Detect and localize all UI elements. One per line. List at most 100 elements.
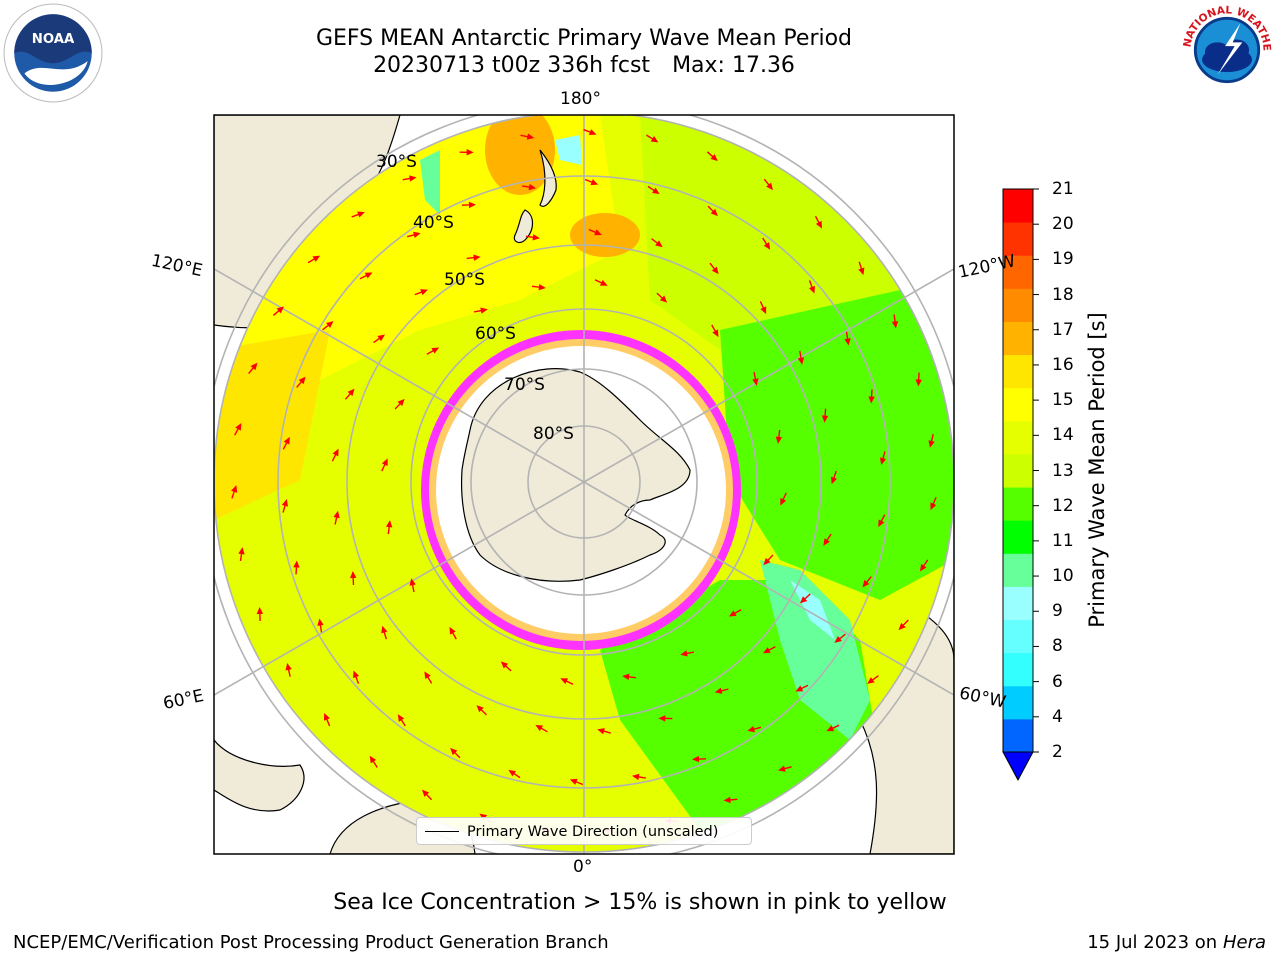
footer-credit: NCEP/EMC/Verification Post Processing Pr…: [13, 932, 609, 953]
colorbar-tick-label: 20: [1052, 214, 1074, 235]
wave-arrow-head: [332, 448, 339, 457]
colorbar-tick-label: 9: [1052, 601, 1063, 622]
wave-arrow-head: [879, 457, 887, 465]
colorbar-tick-label: 16: [1052, 354, 1074, 375]
wave-arrow-head: [317, 618, 324, 626]
colorbar-tick-label: 14: [1052, 425, 1074, 446]
wave-arrow-head: [692, 755, 700, 763]
wave-arrow-head: [844, 338, 851, 346]
colorbar-segment: [1003, 586, 1033, 621]
wave-arrow-head: [538, 283, 546, 291]
colorbar-segment: [1003, 255, 1033, 289]
wave-arrow-head: [312, 255, 321, 262]
wave-arrow-head: [862, 579, 870, 588]
wave-arrow-head: [915, 379, 922, 387]
wave-arrow-head: [293, 560, 300, 568]
caption: Sea Ice Concentration > 15% is shown in …: [333, 890, 947, 915]
run-info: 20230713 t00z 336h fcst: [373, 53, 651, 78]
colorbar-extend-triangle: [1002, 751, 1034, 782]
wave-arrow-head: [778, 765, 786, 772]
wave-arrow-head: [508, 769, 516, 777]
lat-label-80s: 80°S: [533, 424, 574, 444]
wave-arrow-head: [763, 242, 771, 250]
lat-label-40s: 40°S: [413, 213, 454, 233]
lat-label-50s: 50°S: [444, 270, 485, 290]
wave-arrow-head: [369, 755, 377, 764]
map-legend: Primary Wave Direction (unscaled): [416, 817, 752, 845]
wave-arrow-head: [381, 625, 388, 634]
wave-arrow-head: [680, 650, 688, 657]
colorbar-tick-label: 6: [1052, 671, 1063, 692]
colorbar-segment: [1003, 420, 1033, 455]
wave-arrow-head: [867, 677, 875, 684]
wave-arrow-head: [590, 179, 599, 186]
wave-arrow-head: [780, 497, 787, 506]
wave-arrow-head: [250, 362, 258, 371]
wave-arrow-head: [468, 201, 476, 209]
wave-arrow-head: [323, 713, 330, 721]
wave-arrow-head: [450, 747, 458, 756]
wave-arrow-head: [420, 289, 428, 296]
wave-arrow-head: [364, 272, 373, 279]
wave-arrow-head: [834, 636, 842, 643]
wave-arrow-head: [431, 347, 440, 354]
lat-label-70s: 70°S: [504, 375, 545, 395]
wave-arrow-head: [480, 307, 488, 314]
colorbar-segment: [1003, 718, 1033, 753]
wave-arrow-head: [762, 647, 771, 654]
wave-arrow-head: [808, 285, 815, 294]
wave-arrow-head: [919, 563, 927, 572]
colorbar: [1002, 188, 1039, 782]
colorbar-segment: [1003, 387, 1033, 422]
wave-arrow-head: [466, 149, 474, 156]
wave-arrow-head: [898, 622, 906, 631]
wave-arrow-head: [397, 398, 405, 407]
wave-arrow-head: [632, 773, 640, 781]
antarctica: [461, 368, 691, 582]
wave-arrow-head: [622, 673, 630, 681]
wave-arrow-head: [298, 376, 306, 385]
wave-arrow-head: [276, 306, 284, 314]
wave-arrow-head: [449, 626, 456, 635]
chart-subtitle: 20230713 t00z 336h fcst Max: 17.36: [234, 53, 934, 79]
footer-date: 15 Jul 2023 on Hera: [1087, 932, 1266, 953]
wave-arrow-head: [775, 436, 783, 444]
wave-arrow-head: [752, 378, 759, 386]
wave-arrow-head: [479, 813, 488, 821]
wave-arrow-head: [763, 557, 771, 566]
wave-arrow-head: [409, 175, 417, 182]
colorbar-tick-label: 15: [1052, 390, 1074, 411]
wave-arrow-head: [599, 279, 608, 286]
wave-arrow-head: [658, 715, 666, 722]
wave-arrow-head: [930, 502, 937, 511]
wave-arrow-head: [823, 538, 830, 546]
wave-arrow-head: [868, 396, 875, 404]
colorbar-tick-label: 10: [1052, 566, 1074, 587]
wave-arrow-head: [597, 728, 605, 735]
wave-arrow-head: [256, 607, 264, 615]
colorbar-segment: [1003, 652, 1033, 687]
colorbar-segment: [1003, 685, 1033, 720]
wave-arrow-head: [238, 547, 245, 555]
colorbar-tick-label: 2: [1052, 742, 1063, 762]
wave-arrow-head: [560, 678, 569, 685]
wave-arrow-head: [594, 229, 602, 236]
lon-label-180: 180°: [560, 89, 601, 109]
wave-arrow-head: [826, 725, 835, 732]
graticule: [214, 115, 954, 854]
wave-arrow-head: [409, 578, 416, 586]
colorbar-segment: [1003, 222, 1033, 256]
wave-arrow-head: [381, 458, 388, 467]
wave-arrow-head: [385, 520, 393, 528]
wave-arrow-head: [421, 789, 430, 797]
lat-label-30s: 30°S: [376, 152, 417, 172]
wave-arrow-head: [235, 422, 242, 431]
footer-machine: Hera: [1222, 932, 1266, 953]
wave-arrow-head: [891, 321, 899, 329]
wave-arrow-head: [413, 231, 421, 238]
wave-arrow-head: [655, 240, 663, 248]
wave-arrow-head: [650, 136, 659, 143]
max-value: Max: 17.36: [672, 53, 795, 78]
lat-label-60s: 60°S: [475, 324, 516, 344]
colorbar-tick-label: 12: [1052, 495, 1074, 516]
